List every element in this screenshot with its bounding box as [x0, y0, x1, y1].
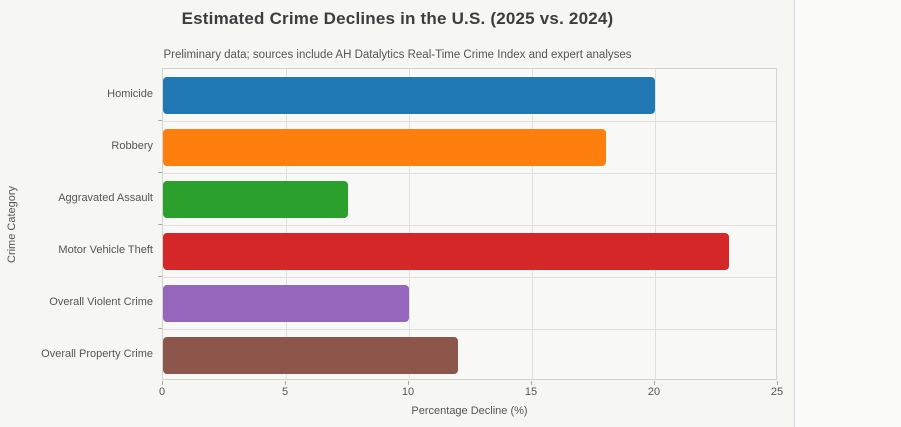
bar-overall-property-crime	[163, 336, 459, 374]
vertical-gridline-5	[285, 69, 287, 379]
x-axis-tick-label-15: 15	[524, 386, 538, 398]
vertical-gridline-20	[654, 69, 656, 379]
horizontal-gridline-4	[163, 276, 776, 278]
x-axis-tick-mark-0	[161, 381, 163, 385]
category-label-homicide: Homicide	[107, 88, 153, 100]
category-label-robbery: Robbery	[111, 140, 153, 152]
x-axis-tick-label-20: 20	[647, 386, 661, 398]
horizontal-gridline-1	[163, 120, 776, 122]
chart-subtitle: Preliminary data; sources include AH Dat…	[163, 49, 632, 61]
x-axis-tick-label-0: 0	[158, 386, 166, 398]
bar-aggravated-assault	[163, 180, 348, 218]
category-label-overall-property-crime: Overall Property Crime	[41, 348, 153, 360]
y-axis-tick-mark-3	[158, 224, 162, 225]
bar-homicide	[163, 76, 655, 114]
bar-motor-vehicle-theft	[163, 232, 729, 270]
x-axis-tick-label-25: 25	[770, 386, 784, 398]
y-axis-tick-mark-4	[158, 276, 162, 277]
chart-title: Estimated Crime Declines in the U.S. (20…	[181, 9, 614, 28]
crime-declines-chart-card: Estimated Crime Declines in the U.S. (20…	[6, 0, 795, 427]
horizontal-gridline-5	[163, 328, 776, 330]
horizontal-gridline-2	[163, 172, 776, 174]
bar-robbery	[163, 128, 606, 166]
x-axis-tick-label-5: 5	[281, 386, 289, 398]
x-axis-tick-mark-25	[776, 381, 778, 385]
plot-area	[162, 68, 777, 380]
horizontal-gridline-3	[163, 224, 776, 226]
y-axis-tick-mark-1	[158, 120, 162, 121]
y-axis-tick-mark-5	[158, 328, 162, 329]
category-label-motor-vehicle-theft: Motor Vehicle Theft	[58, 244, 153, 256]
category-label-aggravated-assault: Aggravated Assault	[58, 192, 153, 204]
vertical-gridline-15	[531, 69, 533, 379]
x-axis-title: Percentage Decline (%)	[411, 405, 528, 417]
category-label-overall-violent-crime: Overall Violent Crime	[49, 296, 153, 308]
x-axis-tick-mark-20	[653, 381, 655, 385]
x-axis-tick-label-10: 10	[401, 386, 415, 398]
vertical-gridline-10	[408, 69, 410, 379]
x-axis-tick-mark-10	[407, 381, 409, 385]
bar-overall-violent-crime	[163, 284, 409, 322]
x-axis-tick-mark-5	[284, 381, 286, 385]
y-axis-tick-mark-2	[158, 172, 162, 173]
x-axis-tick-mark-15	[530, 381, 532, 385]
